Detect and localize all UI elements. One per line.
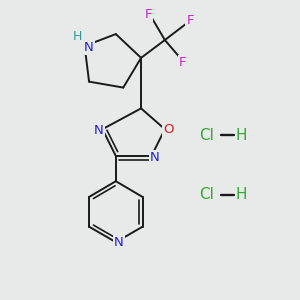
Text: H: H: [73, 30, 82, 43]
Text: Cl: Cl: [199, 128, 214, 142]
Text: Cl: Cl: [199, 187, 214, 202]
Text: O: O: [163, 123, 174, 136]
Text: N: N: [84, 41, 94, 54]
Text: F: F: [145, 8, 152, 21]
Text: N: N: [114, 236, 124, 249]
Text: F: F: [179, 56, 186, 69]
Text: F: F: [186, 14, 194, 27]
Text: N: N: [150, 151, 160, 164]
Text: H: H: [236, 187, 247, 202]
Text: N: N: [94, 124, 104, 137]
Text: H: H: [236, 128, 247, 142]
